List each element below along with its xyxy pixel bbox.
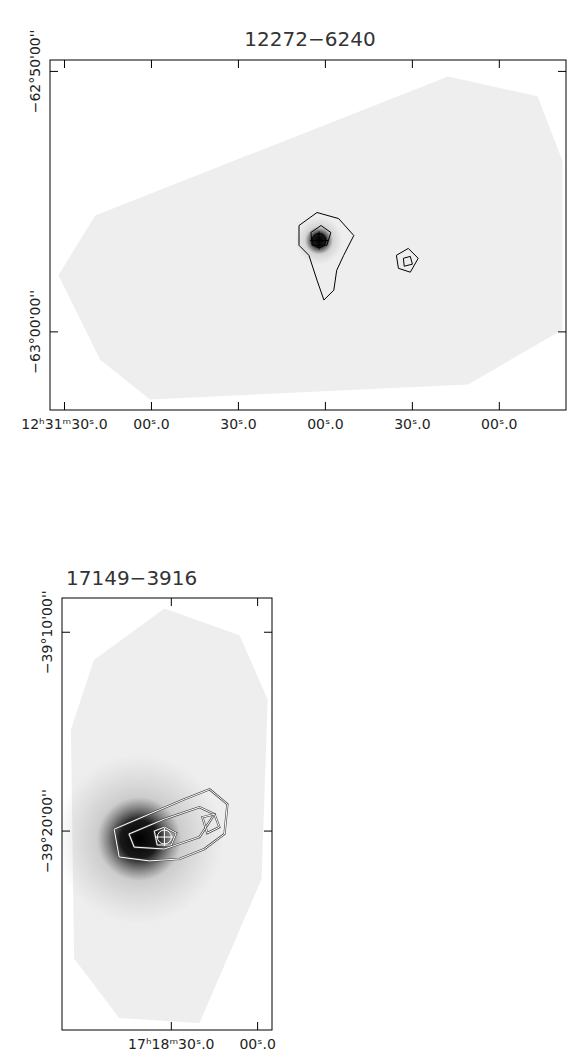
y-tick	[50, 71, 58, 72]
x-tick	[151, 402, 152, 410]
source-cross	[310, 231, 328, 249]
x-tick	[64, 402, 65, 410]
contour	[403, 256, 412, 266]
x-tick	[171, 1022, 172, 1030]
x-tick-label: 00ˢ.0	[239, 1036, 275, 1052]
x-tick	[412, 60, 413, 68]
contour	[396, 248, 418, 272]
x-tick	[325, 60, 326, 68]
x-tick-label: 12ʰ31ᵐ30ˢ.0	[21, 416, 107, 432]
x-tick-label: 30ˢ.0	[220, 416, 256, 432]
x-tick	[238, 402, 239, 410]
y-tick	[264, 632, 272, 633]
contour-outline	[154, 827, 176, 845]
x-tick-label: 00ˢ.0	[133, 416, 169, 432]
x-tick	[64, 60, 65, 68]
x-tick	[499, 402, 500, 410]
contour	[299, 213, 354, 301]
source-marker	[310, 231, 328, 249]
frame	[62, 598, 272, 1030]
contour-outline	[202, 814, 219, 833]
y-tick-label: −39°10'00''	[39, 590, 55, 674]
y-tick	[62, 831, 70, 832]
frame	[50, 60, 566, 410]
title: 17149−3916	[66, 566, 197, 590]
source-marker	[155, 828, 173, 846]
contour	[114, 789, 227, 861]
contour	[129, 807, 215, 849]
x-tick	[257, 598, 258, 606]
contour	[154, 827, 176, 845]
y-tick	[558, 331, 566, 332]
x-tick-label: 00ˢ.0	[307, 416, 343, 432]
contour-outline	[129, 807, 215, 849]
source-cross	[155, 828, 173, 846]
figure: 12ʰ31ᵐ30ˢ.0 00ˢ.0 30ˢ.0 00ˢ.0 30ˢ.0 00ˢ.0 −62°…	[0, 0, 578, 1057]
x-tick	[171, 598, 172, 606]
y-tick-label: −62°50'00''	[27, 30, 43, 114]
title: 12272−6240	[244, 27, 375, 51]
x-tick	[151, 60, 152, 68]
y-tick-label: −63°00'00''	[27, 290, 43, 374]
x-tick	[325, 402, 326, 410]
x-tick-label: 00ˢ.0	[481, 416, 517, 432]
x-tick	[412, 402, 413, 410]
contour	[202, 814, 219, 833]
panel: 17ʰ18ᵐ30ˢ.0 00ˢ.0 −39°10'00'' −39°20'00'' 17…	[39, 566, 276, 1052]
plot-area	[58, 76, 562, 399]
emission-halo	[62, 754, 224, 924]
contour-outline	[114, 789, 227, 861]
x-tick-label: 30ˢ.0	[394, 416, 430, 432]
x-tick	[238, 60, 239, 68]
x-tick	[257, 1022, 258, 1030]
y-tick	[558, 71, 566, 72]
plot-area	[62, 608, 268, 1023]
y-tick-label: −39°20'00''	[39, 789, 55, 873]
x-tick	[499, 60, 500, 68]
y-tick	[264, 831, 272, 832]
emission	[305, 226, 333, 254]
y-tick	[50, 331, 58, 332]
emission	[97, 797, 181, 881]
panel: 12ʰ31ᵐ30ˢ.0 00ˢ.0 30ˢ.0 00ˢ.0 30ˢ.0 00ˢ.0 −62°…	[21, 27, 566, 432]
coverage	[58, 76, 562, 399]
x-tick-label: 17ʰ18ᵐ30ˢ.0	[128, 1036, 214, 1052]
y-tick	[62, 632, 70, 633]
